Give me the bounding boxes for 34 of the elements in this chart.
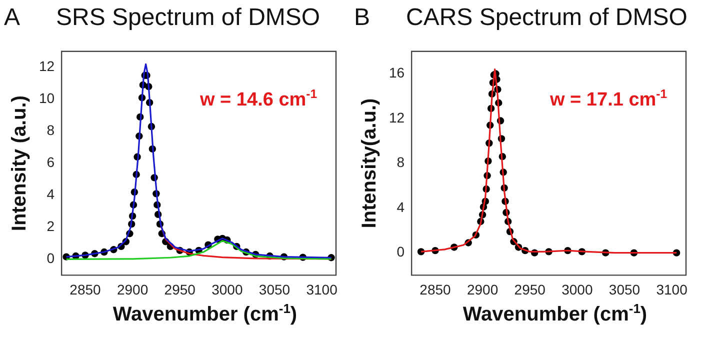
text: B	[354, 4, 370, 32]
x-tick-label: 2850	[70, 281, 102, 298]
x-axis-title: Wavenumber (cm$^{-1}$)	[462, 301, 648, 327]
y-tick-label: 12	[388, 109, 405, 126]
y-tick-label: 16	[388, 64, 405, 81]
x-axis-title: Wavenumber (cm$^{-1}$)	[112, 301, 298, 327]
x-tick-label: 2850	[420, 281, 452, 298]
x-tick-label: 3050	[608, 281, 640, 298]
x-tick-label: 3000	[212, 281, 243, 298]
y-tick-label: 6	[46, 154, 55, 170]
y-tick-label: 8	[396, 154, 405, 170]
y-tick-label: 4	[46, 186, 55, 202]
y-tick-label: 8	[46, 122, 55, 138]
y-axis-title: Intensity (a.u.)	[8, 96, 31, 232]
annotation: w = 17.1 cm$^{-1}$	[550, 87, 668, 112]
y-tick-label: 0	[396, 244, 405, 260]
x-tick-label: 2900	[116, 281, 148, 298]
x-tick-label: 2950	[164, 281, 196, 298]
x-tick-label: 3100	[656, 281, 688, 298]
y-tick-label: 12	[38, 58, 55, 74]
annotation: w = 14.6 cm$^{-1}$	[200, 87, 318, 112]
chart-title: SRS Spectrum of DMSO	[56, 4, 320, 32]
x-tick-label: 3100	[306, 281, 338, 298]
y-axis-title: Intensity(a.u.)	[358, 98, 381, 228]
x-tick-label: 3050	[258, 281, 290, 298]
x-tick-label: 2900	[466, 281, 498, 298]
y-tick-label: 2	[46, 218, 55, 234]
chart-title: CARS Spectrum of DMSO	[406, 4, 688, 32]
x-tick-label: 2950	[514, 281, 546, 298]
y-tick-label: 10	[38, 90, 55, 106]
y-tick-label: 0	[46, 250, 55, 266]
text: A	[4, 4, 20, 32]
y-tick-label: 4	[396, 198, 405, 215]
x-tick-label: 3000	[562, 281, 593, 298]
